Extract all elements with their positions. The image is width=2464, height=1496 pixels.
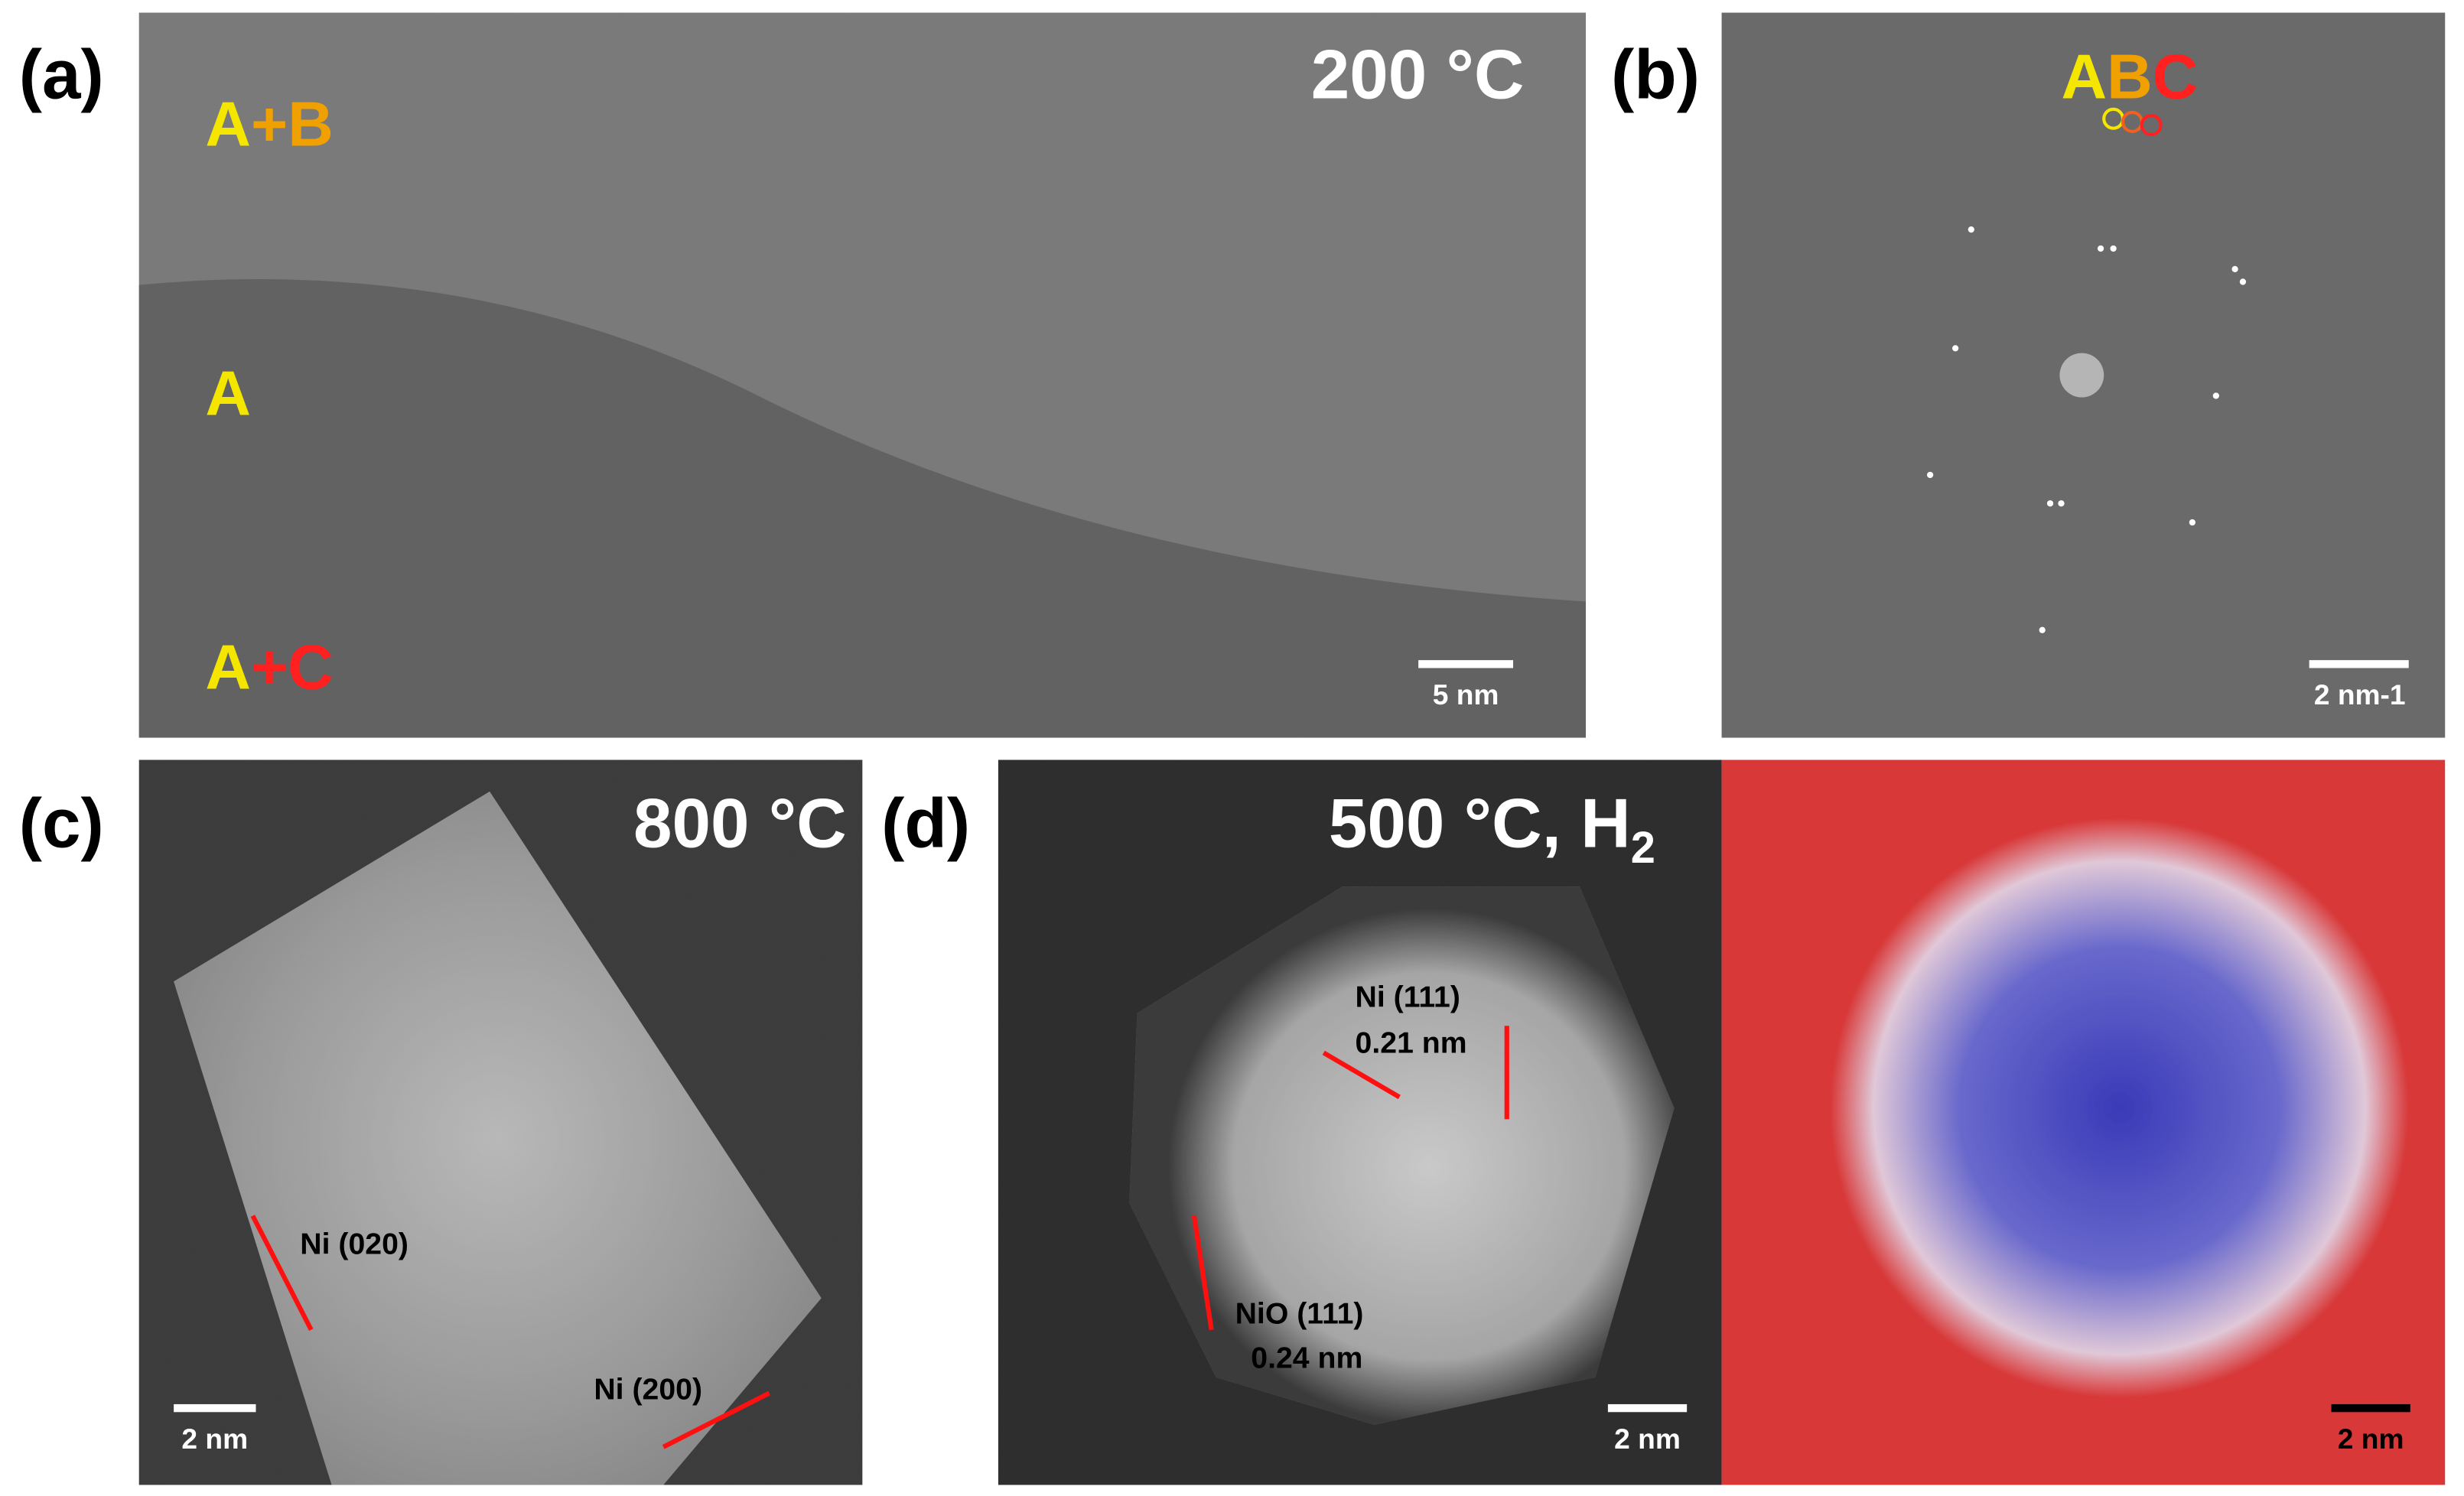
panel-a: (a) 200 °C A+B A A+C 5 nm <box>19 12 1587 738</box>
spot-marker <box>2140 114 2163 137</box>
phase-label: A <box>205 357 251 428</box>
panel-label: (b) <box>1611 36 1700 113</box>
scale-label: 2 nm-1 <box>2314 678 2406 711</box>
condition: 800 °C <box>633 785 847 862</box>
panel-b: (b) ABC 2 nm-1 <box>1611 12 2446 738</box>
particle <box>1129 886 1675 1425</box>
annotation: NiO (111) <box>1235 1296 1364 1330</box>
annotation: Ni (111) <box>1356 980 1460 1013</box>
lattice-marker <box>1191 1215 1214 1331</box>
scale-bar <box>1418 660 1514 668</box>
scale-bar <box>2309 660 2409 668</box>
scale-bar <box>174 1403 256 1413</box>
scale-bar <box>2331 1403 2410 1413</box>
scale-bar <box>1607 1403 1688 1413</box>
panel-d: (d) 500 °C, H2 Ni (111) 0.21 nm NiO (111… <box>881 759 2446 1485</box>
lattice-marker <box>662 1390 770 1449</box>
annotation: 0.24 nm <box>1251 1341 1362 1374</box>
panel-label: (a) <box>19 36 104 113</box>
scale-label: 5 nm <box>1433 678 1499 711</box>
annotation: Ni (020) <box>300 1227 408 1260</box>
center-spot <box>2059 353 2104 398</box>
spot-labels: ABC <box>2061 41 2198 112</box>
panel-label: (d) <box>881 785 970 862</box>
phase-label: A+B <box>205 88 334 159</box>
phase-label: A+C <box>205 631 334 702</box>
lattice-marker <box>1322 1050 1401 1100</box>
spots <box>1926 226 2247 633</box>
panel-label: (c) <box>19 785 104 862</box>
annotation: 0.21 nm <box>1356 1026 1467 1059</box>
scale-label: 2 nm <box>1614 1423 1681 1455</box>
annotation: Ni (200) <box>594 1373 702 1407</box>
dark-band <box>138 279 1587 738</box>
particle <box>174 791 822 1485</box>
scale-label: 2 nm <box>181 1423 248 1455</box>
phase-map <box>1721 759 2446 1485</box>
condition: 200 °C <box>1311 36 1525 113</box>
panel-c: (c) 800 °C Ni (020) Ni (200) 2 nm <box>19 759 863 1485</box>
lattice-marker <box>250 1215 314 1332</box>
scale-label: 2 nm <box>2338 1423 2404 1455</box>
condition: 500 °C, H2 <box>1329 785 1655 873</box>
